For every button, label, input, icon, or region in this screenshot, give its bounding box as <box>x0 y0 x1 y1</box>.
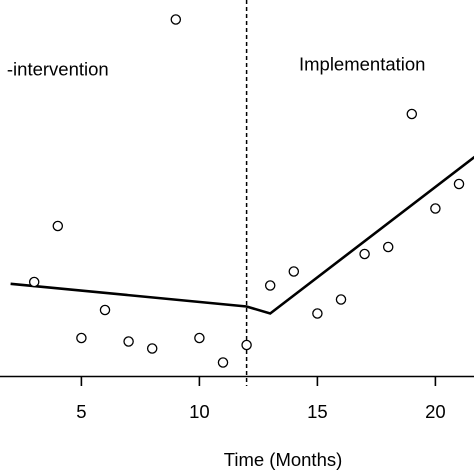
x-tick-label-10: 10 <box>189 401 210 422</box>
data-point-month-9 <box>170 14 182 25</box>
data-point-month-6 <box>99 304 111 316</box>
phase-boundary-lines <box>245 0 248 386</box>
x-tick-label-20: 20 <box>425 401 446 422</box>
trend-line <box>10 155 474 315</box>
data-point-month-19 <box>406 108 418 120</box>
x-axis-ticks: 5 10 15 20 <box>76 376 446 422</box>
data-point-month-20 <box>430 203 441 214</box>
data-point-month-7 <box>123 336 134 347</box>
phase-labels: -interventionImplementationP <box>7 53 426 80</box>
data-point-month-15 <box>312 308 323 319</box>
data-point-month-5 <box>76 332 87 344</box>
data-point-month-14 <box>288 266 300 277</box>
data-point-month-4 <box>52 220 64 232</box>
data-point-month-8 <box>146 343 158 354</box>
data-point-month-16 <box>335 294 347 305</box>
data-points <box>28 14 465 368</box>
x-axis-title: Time (Months) <box>224 449 343 470</box>
data-point-month-17 <box>359 248 370 260</box>
data-point-month-11 <box>217 357 229 368</box>
data-point-month-18 <box>382 241 394 253</box>
data-point-month-13 <box>264 280 276 291</box>
data-point-month-3 <box>28 276 40 288</box>
x-tick-label-5: 5 <box>76 401 86 422</box>
data-point-month-21 <box>453 178 465 190</box>
x-tick-label-15: 15 <box>307 401 328 422</box>
trend-line-group <box>10 155 474 315</box>
data-point-month-10 <box>194 332 205 344</box>
data-point-month-12 <box>241 339 252 351</box>
phase-label-1: Implementation <box>299 53 425 74</box>
phase-label-0: -intervention <box>7 59 109 80</box>
